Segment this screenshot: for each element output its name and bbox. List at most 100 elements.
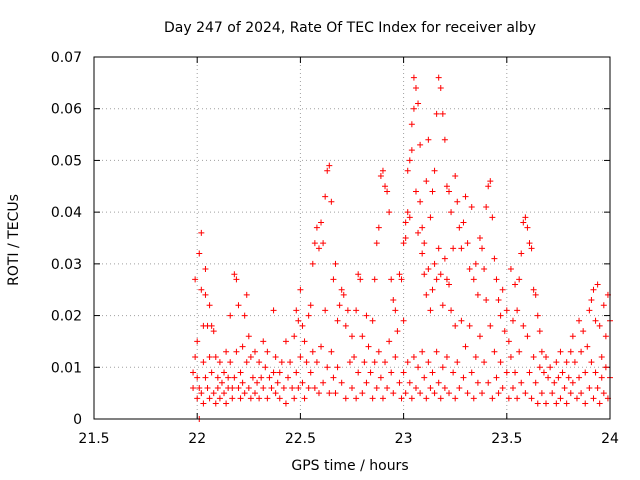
data-point: [334, 317, 341, 324]
data-point: [216, 359, 223, 366]
data-point: [483, 297, 490, 304]
data-point: [223, 348, 230, 355]
data-point: [524, 224, 531, 231]
data-point: [396, 379, 403, 386]
data-point: [481, 359, 488, 366]
data-point: [410, 105, 417, 112]
data-point: [602, 333, 609, 340]
data-point: [357, 276, 364, 283]
data-point: [479, 245, 486, 252]
data-point: [353, 307, 360, 314]
data-point: [377, 374, 384, 381]
data-point: [249, 374, 256, 381]
data-point: [307, 302, 314, 309]
data-point: [512, 369, 519, 376]
y-tick-label: 0.06: [51, 102, 82, 118]
data-point: [505, 338, 512, 345]
data-point: [210, 328, 217, 335]
data-point: [301, 395, 308, 402]
data-point: [460, 219, 467, 226]
data-point: [600, 390, 607, 397]
data-point: [509, 317, 516, 324]
data-point: [223, 400, 230, 407]
y-tick-labels: 0 0.01 0.02 0.03 0.04 0.05 0.06 0.07: [51, 50, 82, 428]
data-point: [390, 390, 397, 397]
data-point: [251, 348, 258, 355]
data-point: [307, 369, 314, 376]
data-point: [239, 379, 246, 386]
data-point: [247, 395, 254, 402]
data-point: [431, 260, 438, 267]
data-point: [206, 302, 213, 309]
data-point: [472, 260, 479, 267]
data-point: [258, 374, 265, 381]
data-point: [318, 343, 325, 350]
y-axis-label: ROTI / TECUs: [6, 194, 22, 286]
data-point: [499, 384, 506, 391]
data-point: [408, 147, 415, 154]
data-point: [392, 353, 399, 360]
data-point: [441, 384, 448, 391]
data-point: [334, 364, 341, 371]
data-point: [196, 384, 203, 391]
data-point: [322, 193, 329, 200]
data-point: [495, 297, 502, 304]
data-point: [576, 317, 583, 324]
data-point: [485, 183, 492, 190]
data-point: [190, 369, 197, 376]
data-point: [214, 384, 221, 391]
data-point: [305, 312, 312, 319]
y-tick-label: 0.07: [51, 50, 82, 66]
data-point: [247, 353, 254, 360]
data-point: [386, 338, 393, 345]
data-point: [522, 390, 529, 397]
data-point: [586, 384, 593, 391]
data-point: [456, 384, 463, 391]
data-point: [384, 188, 391, 195]
data-point: [588, 297, 595, 304]
data-point: [200, 400, 207, 407]
data-point: [313, 224, 320, 231]
data-point: [458, 317, 465, 324]
data-points: [190, 74, 613, 422]
data-point: [458, 245, 465, 252]
data-point: [423, 395, 430, 402]
data-point: [452, 395, 459, 402]
data-point: [311, 240, 318, 247]
data-point: [235, 384, 242, 391]
data-point: [406, 157, 413, 164]
data-point: [446, 188, 453, 195]
x-tick-label: 23: [395, 431, 413, 447]
data-point: [468, 203, 475, 210]
data-point: [602, 364, 609, 371]
data-point: [419, 348, 426, 355]
data-point: [287, 359, 294, 366]
data-point: [208, 369, 215, 376]
data-point: [518, 250, 525, 257]
x-tick-labels: 21.5 22 22.5 23 23.5 24: [78, 431, 619, 447]
data-point: [470, 395, 477, 402]
x-tick-label: 22.5: [285, 431, 316, 447]
data-point: [221, 390, 228, 397]
data-point: [404, 167, 411, 174]
data-point: [571, 359, 578, 366]
data-point: [386, 209, 393, 216]
data-point: [582, 369, 589, 376]
data-point: [507, 266, 514, 273]
data-point: [212, 353, 219, 360]
data-point: [363, 312, 370, 319]
data-point: [573, 395, 580, 402]
data-point: [538, 390, 545, 397]
data-point: [464, 240, 471, 247]
data-point: [516, 276, 523, 283]
data-point: [431, 167, 438, 174]
data-point: [264, 348, 271, 355]
data-point: [231, 271, 238, 278]
data-point: [439, 110, 446, 117]
data-point: [276, 395, 283, 402]
data-point: [466, 322, 473, 329]
data-point: [388, 369, 395, 376]
data-point: [557, 348, 564, 355]
y-tick-label: 0.02: [51, 309, 82, 325]
